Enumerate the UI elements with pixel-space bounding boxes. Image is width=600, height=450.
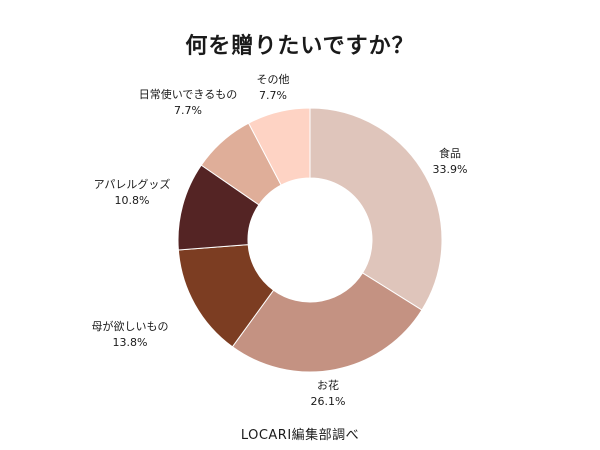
slice-label-4: アパレルグッズ xyxy=(94,177,171,191)
slice-value-4: 10.8% xyxy=(115,194,150,207)
slice-label-5: 日常使いできるもの xyxy=(139,88,237,101)
pie-slice-2 xyxy=(231,272,423,373)
slice-label-3: 母が欲しいもの xyxy=(92,319,169,333)
chart-source-note: LOCARI編集部調べ xyxy=(240,428,360,443)
slice-value-5: 7.7% xyxy=(174,104,202,117)
slice-value-2: 26.1% xyxy=(311,395,346,408)
slice-value-3: 13.8% xyxy=(113,336,148,349)
pie-slice-6 xyxy=(247,107,311,186)
slice-label-2: お花 xyxy=(317,379,339,392)
slice-label-1: 食品 xyxy=(439,146,461,160)
slice-value-6: 7.7% xyxy=(259,89,287,102)
slice-label-6: その他 xyxy=(257,73,290,86)
slice-value-1: 33.9% xyxy=(433,163,468,176)
chart-title: 何を贈りたいですか？ xyxy=(185,34,415,59)
pie-slice-1 xyxy=(309,107,443,311)
